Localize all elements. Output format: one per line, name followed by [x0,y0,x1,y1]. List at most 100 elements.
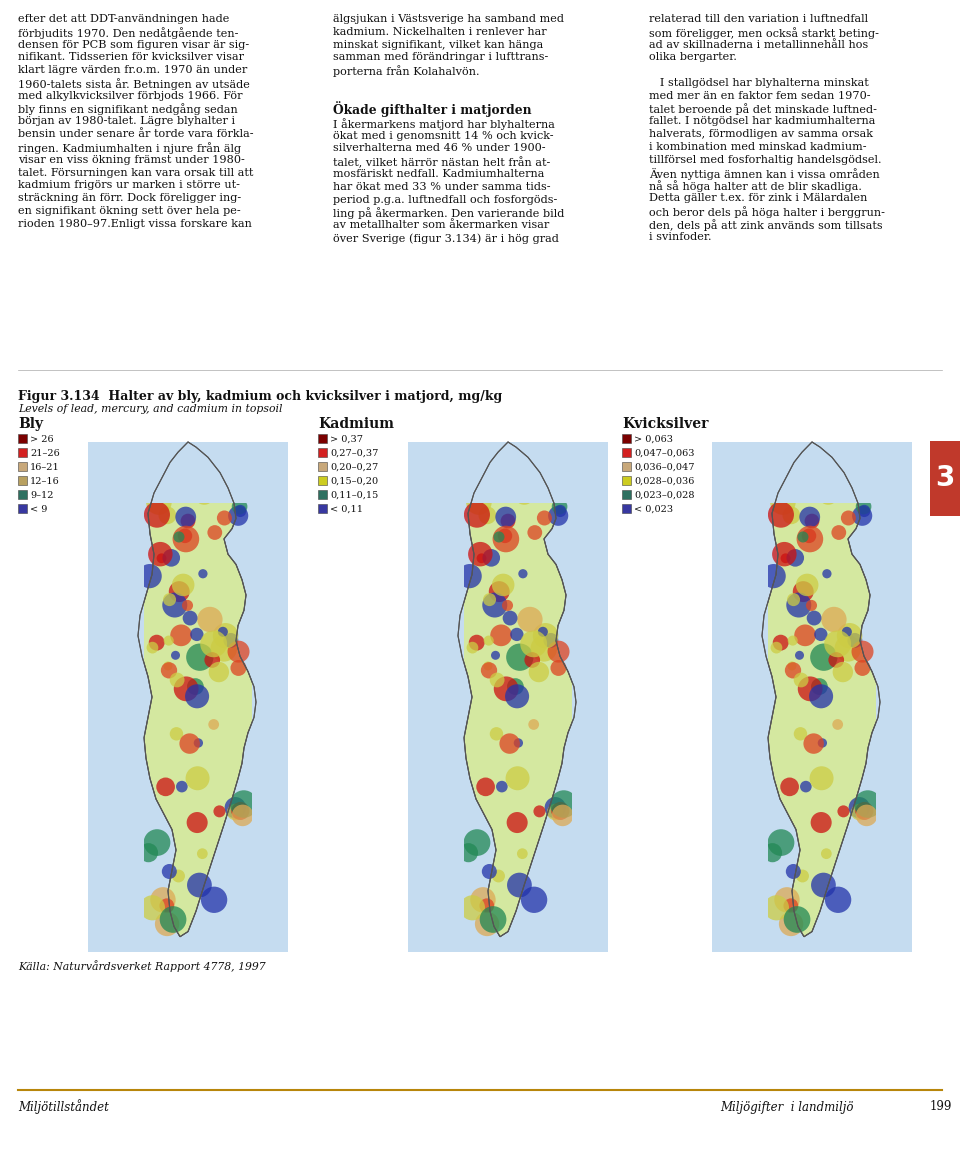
Circle shape [832,719,843,730]
Circle shape [811,679,828,695]
Text: 12–16: 12–16 [30,477,60,485]
Circle shape [213,623,238,649]
Polygon shape [138,442,256,937]
Circle shape [460,895,485,920]
Circle shape [148,541,173,567]
Text: bly finns en signifikant nedgång sedan: bly finns en signifikant nedgång sedan [18,104,238,115]
Circle shape [825,887,852,912]
Text: talet, vilket härrör nästan helt från at-: talet, vilket härrör nästan helt från at… [333,157,550,168]
Circle shape [492,479,516,501]
Circle shape [491,624,512,646]
Text: ling på åkermarken. Den varierande bild: ling på åkermarken. Den varierande bild [333,207,564,219]
Bar [318,505,327,513]
Circle shape [761,564,785,589]
Circle shape [796,468,822,493]
Circle shape [475,911,499,937]
Text: halverats, förmodligen av samma orsak: halverats, förmodligen av samma orsak [649,129,873,139]
Circle shape [814,628,828,641]
Circle shape [854,790,881,818]
Text: Figur 3.134  Halter av bly, kadmium och kvicksilver i matjord, mg/kg: Figur 3.134 Halter av bly, kadmium och k… [18,391,502,403]
Text: i svinfoder.: i svinfoder. [649,232,711,242]
Circle shape [137,469,162,494]
Circle shape [483,550,500,567]
Circle shape [164,636,174,645]
Circle shape [534,805,545,818]
Circle shape [772,541,797,567]
Circle shape [547,804,564,820]
Text: Miljögifter  i landmiljö: Miljögifter i landmiljö [720,1100,853,1114]
Circle shape [178,529,192,543]
Circle shape [531,635,557,661]
Circle shape [458,469,482,494]
Circle shape [140,895,165,920]
Text: 21–26: 21–26 [30,448,60,457]
Circle shape [172,468,198,493]
Circle shape [797,525,824,552]
Text: < 9: < 9 [30,505,47,514]
Circle shape [204,652,220,668]
Circle shape [158,507,177,524]
Circle shape [804,514,820,529]
Circle shape [521,887,547,912]
Circle shape [170,673,184,688]
Bar [318,490,327,499]
Circle shape [228,641,250,662]
Text: 0,11–0,15: 0,11–0,15 [330,491,378,500]
Text: början av 1980-talet. Lägre blyhalter i: början av 1980-talet. Lägre blyhalter i [18,116,235,127]
Circle shape [544,797,566,818]
Circle shape [503,611,517,626]
Text: 199: 199 [930,1100,952,1114]
Circle shape [186,812,207,833]
Circle shape [852,641,874,662]
Circle shape [779,911,804,937]
Circle shape [137,564,161,589]
Text: Ökade gifthalter i matjorden: Ökade gifthalter i matjorden [333,101,532,116]
Text: Miljötillståndet: Miljötillståndet [18,1099,108,1114]
Text: 16–21: 16–21 [30,462,60,471]
Circle shape [855,804,877,826]
Circle shape [527,525,542,540]
Circle shape [459,843,478,862]
Circle shape [190,628,204,641]
Text: 0,20–0,27: 0,20–0,27 [330,462,378,471]
Bar [18,490,27,499]
Text: 0,27–0,37: 0,27–0,37 [330,448,378,457]
Circle shape [770,490,796,515]
Circle shape [797,479,819,501]
Circle shape [507,873,532,897]
Circle shape [491,651,500,660]
Circle shape [796,870,809,882]
Circle shape [468,541,492,567]
Text: Källa: Naturvårdsverket Rapport 4778, 1997: Källa: Naturvårdsverket Rapport 4778, 19… [18,960,266,972]
Bar [712,442,768,952]
Bar [18,505,27,513]
Text: I åkermarkens matjord har blyhalterna: I åkermarkens matjord har blyhalterna [333,118,555,130]
Text: sträckning än förr. Dock föreligger ing-: sträckning än förr. Dock föreligger ing- [18,194,241,203]
Circle shape [187,873,212,897]
Circle shape [194,485,214,505]
Circle shape [554,505,566,517]
Circle shape [171,651,180,660]
Circle shape [146,490,172,515]
Circle shape [186,644,213,670]
Bar [318,462,327,471]
Text: 9–12: 9–12 [30,491,54,500]
Text: rioden 1980–97.Enligt vissa forskare kan: rioden 1980–97.Enligt vissa forskare kan [18,219,252,229]
Circle shape [773,635,789,651]
Circle shape [517,607,542,632]
Bar [622,448,631,457]
Circle shape [780,467,798,485]
Circle shape [490,727,503,741]
Circle shape [507,812,528,833]
Circle shape [201,630,228,658]
Circle shape [500,514,516,529]
Circle shape [197,607,223,632]
Text: Även nyttiga ämnen kan i vissa områden: Även nyttiga ämnen kan i vissa områden [649,167,879,180]
Text: talet beroende på det minskade luftned-: talet beroende på det minskade luftned- [649,104,876,115]
Circle shape [806,611,822,626]
Circle shape [194,738,203,748]
Text: 0,15–0,20: 0,15–0,20 [330,477,378,485]
Circle shape [855,802,874,820]
Text: ringen. Kadmiumhalten i njure från älg: ringen. Kadmiumhalten i njure från älg [18,142,241,154]
Circle shape [161,662,178,679]
